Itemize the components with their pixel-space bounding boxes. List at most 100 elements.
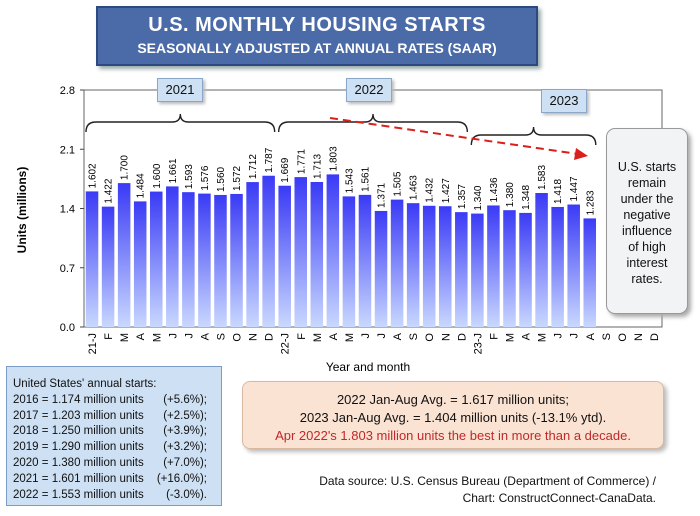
x-tick-label: 22-J <box>280 333 292 354</box>
annotation-line: of high <box>628 240 666 254</box>
x-axis-label: Year and month <box>326 360 410 374</box>
bar-value-label: 1.371 <box>377 182 388 207</box>
bar-value-label: 1.505 <box>393 171 404 196</box>
bar-value-label: 1.484 <box>136 173 147 198</box>
bar <box>342 196 356 327</box>
bar-value-label: 1.661 <box>168 158 179 183</box>
annual-row: 2021 = 1.601 million units (+16.0%); <box>13 472 215 488</box>
annotation-line: interest <box>626 256 668 270</box>
bar <box>358 194 372 327</box>
labels-group: 21-J 1.602 F 1.422 M 1.700 A 1.484 M 1.600 J 1.661 J… <box>87 146 661 354</box>
bar-value-label: 1.669 <box>280 157 291 182</box>
year-label-2021: 2021 <box>157 78 203 102</box>
annual-row-text: 2020 = 1.380 million units <box>13 456 144 469</box>
source-line-2: Chart: ConstructConnect-CanaData. <box>462 491 656 505</box>
x-tick-label: M <box>344 333 356 342</box>
x-tick-label: N <box>633 333 645 341</box>
bar <box>326 174 340 327</box>
annual-row-pct: (+3.9%); <box>163 425 207 438</box>
bar-value-label: 1.432 <box>425 177 436 202</box>
x-tick-label: A <box>328 332 340 340</box>
annual-row: 2019 = 1.290 million units (+3.2%); <box>13 440 215 456</box>
bar <box>551 206 564 327</box>
x-tick-label: M <box>537 333 549 342</box>
bar <box>310 182 324 327</box>
x-tick-label: D <box>649 333 661 341</box>
y-tick-label: 2.1 <box>60 144 75 156</box>
bar-value-label: 1.561 <box>360 166 371 191</box>
x-tick-label: S <box>215 333 227 340</box>
trend-arrow-head <box>574 148 588 160</box>
annual-row-pct: (+7.0%); <box>163 456 207 469</box>
x-tick-label: S <box>408 333 420 340</box>
bar <box>390 199 404 327</box>
x-tick-label: O <box>232 333 244 342</box>
x-tick-label: 21-J <box>87 333 99 354</box>
x-tick-label: J <box>553 333 565 339</box>
x-tick-label: N <box>248 333 260 341</box>
x-tick-label: A <box>135 332 147 340</box>
bar-value-label: 1.340 <box>473 185 484 210</box>
y-tick-label: 2.8 <box>60 85 75 97</box>
source-line-1: Data source: U.S. Census Bureau (Departm… <box>319 474 656 488</box>
bar-value-label: 1.348 <box>521 184 532 209</box>
x-tick-label: F <box>103 333 115 340</box>
annual-row: 2017 = 1.203 million units (+2.5%); <box>13 409 215 425</box>
bar-value-label: 1.447 <box>569 176 580 201</box>
x-tick-label: F <box>296 333 308 340</box>
bar <box>519 212 532 327</box>
bar-value-label: 1.576 <box>200 165 211 190</box>
x-tick-label: A <box>392 332 404 340</box>
brace-2022 <box>277 113 469 133</box>
averages-box: 2022 Jan-Aug Avg. = 1.617 million units;… <box>242 381 664 449</box>
annual-row-pct: (+5.6%); <box>163 393 207 406</box>
x-tick-label: O <box>617 333 629 342</box>
x-tick-label: A <box>199 332 211 340</box>
annual-row-text: 2022 = 1.553 million units <box>13 488 144 501</box>
annual-row-pct: (+16.0%); <box>156 472 207 485</box>
bar <box>294 177 308 327</box>
x-tick-label: J <box>360 333 372 339</box>
bar-value-label: 1.560 <box>216 166 227 191</box>
year-braces <box>85 113 597 146</box>
bar-value-label: 1.593 <box>184 164 195 189</box>
x-tick-label: M <box>504 333 516 342</box>
x-tick-label: J <box>569 333 581 339</box>
data-source: Data source: U.S. Census Bureau (Departm… <box>278 473 656 507</box>
bar <box>262 175 275 327</box>
brace-2023 <box>470 126 597 146</box>
x-tick-label: N <box>440 333 452 341</box>
x-tick-label: O <box>424 333 436 342</box>
x-tick-label: D <box>264 333 276 341</box>
annual-row-pct: (-3.0%). <box>166 488 207 501</box>
chart-title: U.S. MONTHLY HOUSING STARTS <box>148 14 486 36</box>
x-tick-label: J <box>376 333 388 339</box>
brace-2021 <box>85 113 276 133</box>
bar-value-label: 1.543 <box>344 168 355 193</box>
annotation-box: U.S. starts remain under the negative in… <box>606 128 688 314</box>
bar-value-label: 1.713 <box>312 154 323 179</box>
x-tick-label: S <box>601 333 613 340</box>
bar-value-label: 1.418 <box>553 179 564 204</box>
y-tick-label: 0.7 <box>60 263 75 275</box>
annual-row-text: 2019 = 1.290 million units <box>13 441 144 454</box>
bar-value-label: 1.771 <box>296 149 307 174</box>
x-tick-label: M <box>312 333 324 342</box>
annotation-line: U.S. starts <box>617 160 677 174</box>
bar <box>278 185 291 327</box>
bar-value-label: 1.572 <box>232 165 243 190</box>
trend-arrow-line <box>329 117 579 155</box>
x-tick-label: D <box>456 333 468 341</box>
bar <box>422 205 436 327</box>
bar-value-label: 1.436 <box>489 177 500 202</box>
x-tick-label: M <box>151 333 163 342</box>
x-tick-label: M <box>119 333 131 342</box>
bar <box>133 201 147 327</box>
annual-heading: United States' annual starts: <box>13 378 157 390</box>
bar-value-label: 1.283 <box>585 190 596 215</box>
bar <box>117 183 131 327</box>
annual-row-pct: (+2.5%); <box>163 409 207 422</box>
bar <box>567 204 580 327</box>
x-tick-label: J <box>183 333 195 339</box>
annual-row-text: 2016 = 1.174 million units <box>13 393 144 406</box>
